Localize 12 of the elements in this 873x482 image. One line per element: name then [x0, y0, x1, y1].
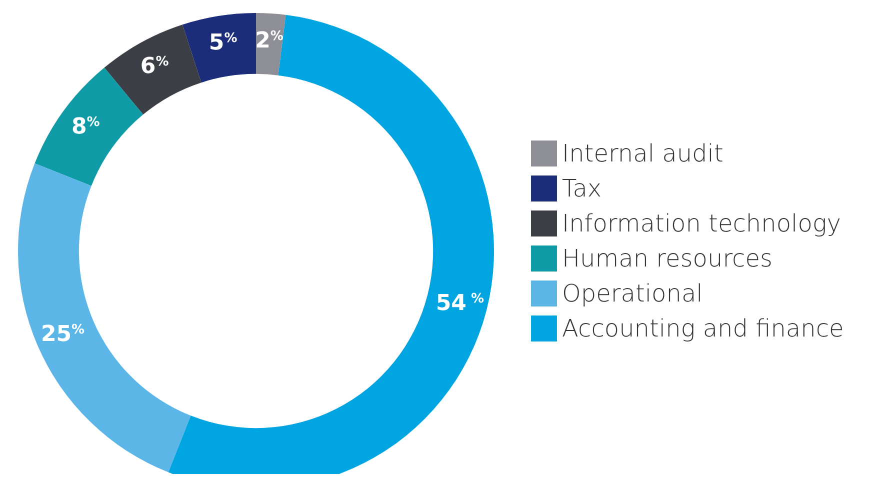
- data-label: 2%: [255, 28, 284, 54]
- legend-label: Information technology: [562, 210, 841, 238]
- data-label: 6%: [140, 54, 169, 79]
- data-label: 8%: [72, 114, 100, 140]
- data-label: 5%: [208, 30, 238, 56]
- legend-label: Internal audit: [562, 140, 724, 168]
- legend-label: Accounting and finance: [562, 314, 844, 342]
- legend-label: Tax: [562, 174, 602, 202]
- data-label: 54 %: [436, 290, 484, 316]
- legend-label: Human resources: [562, 244, 772, 272]
- data-label: 25%: [40, 322, 85, 348]
- legend-label: Operational: [562, 280, 703, 308]
